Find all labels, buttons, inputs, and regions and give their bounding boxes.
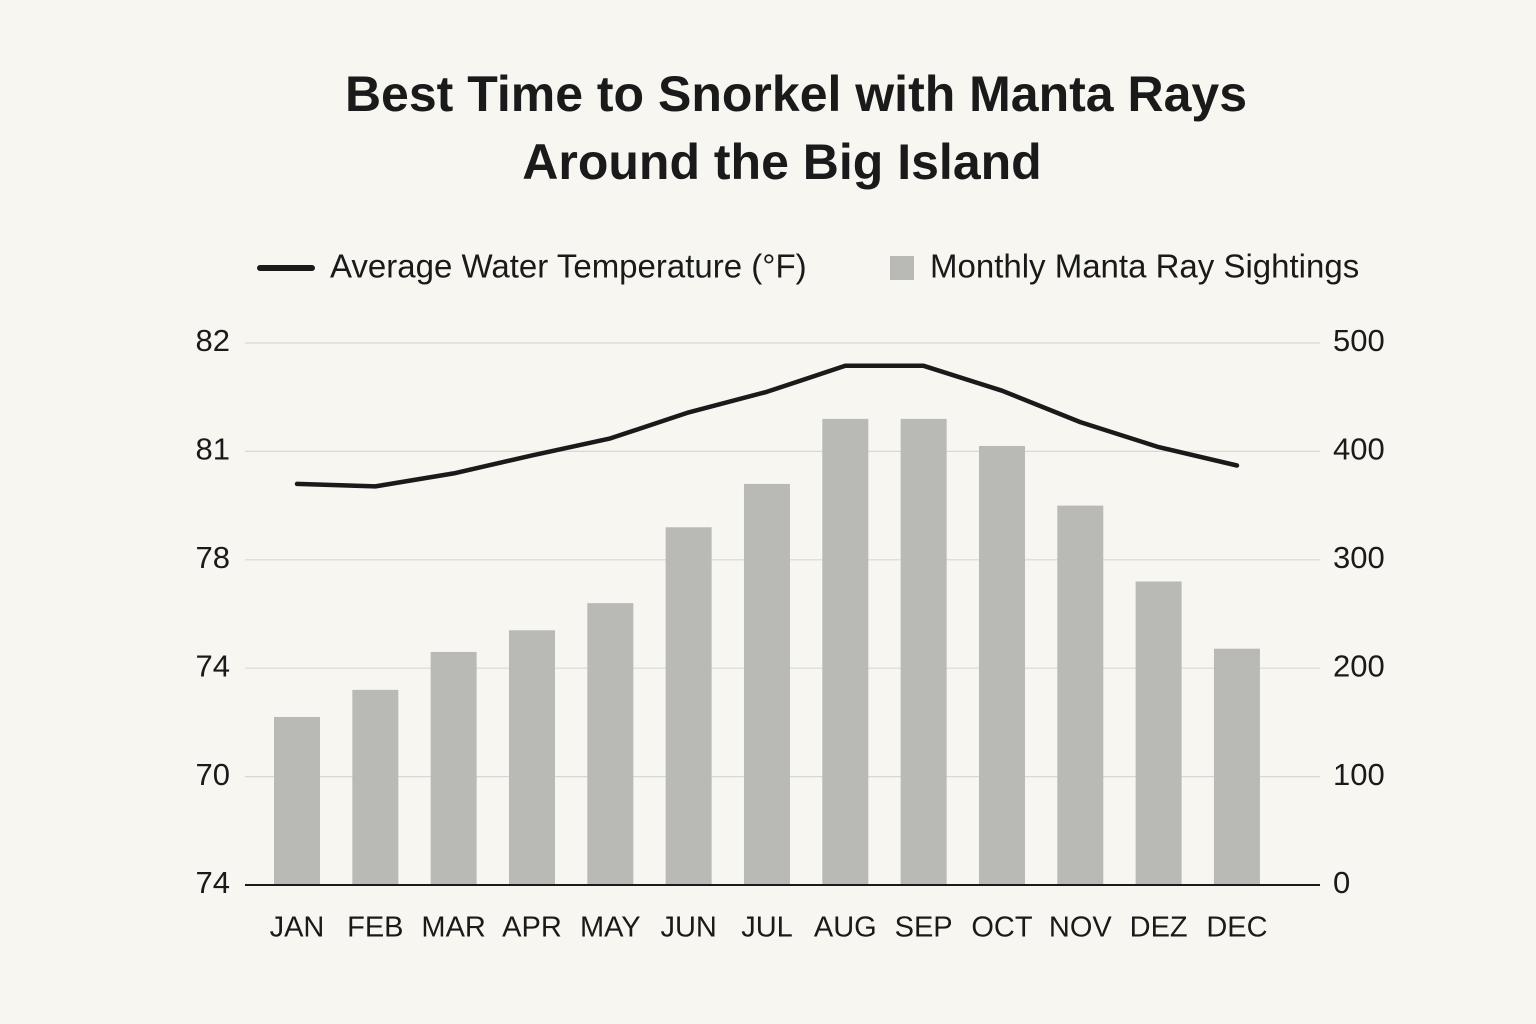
y2-tick-label: 300 — [1333, 540, 1385, 575]
legend-swatch — [890, 256, 914, 280]
y-tick-label: 74 — [196, 648, 230, 683]
bar — [430, 651, 477, 885]
bar — [978, 445, 1025, 885]
y2-tick-label: 500 — [1333, 323, 1385, 358]
bar — [352, 689, 399, 885]
bar — [1057, 505, 1104, 885]
chart-title: Around the Big Island — [522, 134, 1041, 190]
x-tick-label: DEC — [1206, 912, 1267, 944]
bar — [822, 418, 869, 885]
y-tick-label: 82 — [196, 323, 230, 358]
bar — [587, 603, 634, 885]
x-tick-label: JAN — [270, 912, 325, 944]
x-tick-label: APR — [502, 912, 562, 944]
y-tick-label: 78 — [196, 540, 230, 575]
y2-tick-label: 0 — [1333, 865, 1350, 900]
line — [294, 363, 1240, 489]
bar — [508, 630, 555, 885]
legend-label: Average Water Temperature (°F) — [330, 248, 807, 285]
chart-title: Best Time to Snorkel with Manta Rays — [345, 66, 1247, 122]
bar — [274, 716, 320, 885]
y-tick-label: 70 — [196, 757, 230, 792]
x-tick-label: OCT — [971, 912, 1033, 944]
x-tick-label: MAR — [421, 912, 485, 944]
bar — [1213, 648, 1260, 885]
x-tick-label: AUG — [814, 912, 877, 944]
x-tick-label: FEB — [347, 912, 403, 944]
x-tick-label: DEZ — [1130, 912, 1188, 944]
x-tick-label: NOV — [1049, 912, 1113, 944]
x-tick-label: SEP — [895, 912, 953, 944]
bar — [1135, 581, 1182, 885]
y2-tick-label: 400 — [1333, 432, 1385, 467]
y2-tick-label: 200 — [1333, 648, 1385, 683]
x-tick-label: JUN — [660, 912, 716, 944]
bar — [743, 483, 790, 885]
bar — [665, 527, 712, 885]
x-tick-label: MAY — [580, 912, 641, 944]
legend-label: Monthly Manta Ray Sightings — [930, 248, 1359, 285]
y2-tick-label: 100 — [1333, 757, 1385, 792]
y-tick-label: 81 — [196, 432, 230, 467]
x-tick-label: JUL — [741, 912, 793, 944]
y-tick-label: 74 — [196, 865, 230, 900]
bar — [900, 418, 947, 885]
